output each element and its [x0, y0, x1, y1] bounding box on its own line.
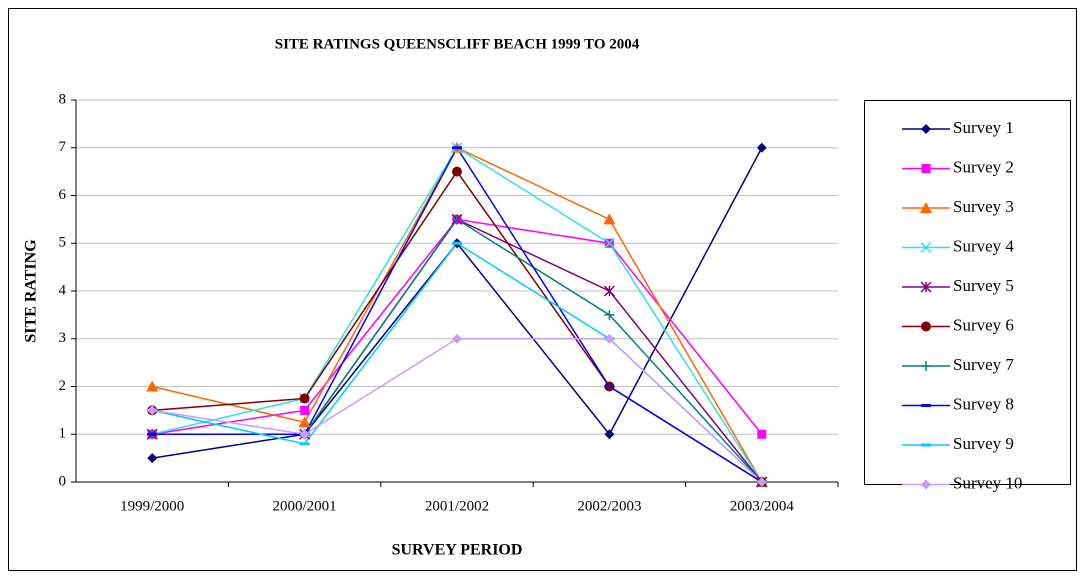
marker	[921, 321, 931, 332]
marker	[603, 285, 615, 297]
marker-part	[921, 404, 931, 407]
marker	[299, 393, 310, 404]
marker-part	[920, 241, 932, 254]
marker	[300, 405, 310, 415]
marker	[146, 380, 159, 392]
y-tick-label: 5	[59, 235, 67, 251]
y-tick-label: 8	[59, 91, 67, 107]
marker	[147, 405, 158, 416]
marker	[452, 146, 462, 150]
marker	[921, 124, 931, 134]
y-tick-label: 0	[59, 473, 67, 489]
y-tick-label: 1	[59, 426, 67, 442]
marker	[921, 164, 931, 173]
marker-part	[452, 241, 462, 245]
marker-part	[452, 333, 462, 344]
marker	[921, 479, 931, 490]
legend-label: Survey 5	[953, 276, 1014, 295]
marker	[921, 404, 931, 407]
marker	[147, 432, 158, 436]
marker-part	[452, 166, 462, 177]
marker-part	[452, 146, 462, 150]
marker	[921, 443, 931, 447]
marker-part	[299, 442, 310, 446]
marker-part	[921, 124, 931, 134]
marker-part	[603, 213, 616, 225]
legend-box	[864, 100, 1071, 485]
legend-label: Survey 7	[953, 355, 1014, 374]
marker-part	[146, 380, 159, 392]
marker-part	[604, 429, 615, 440]
legend-label: Survey 10	[953, 473, 1022, 492]
marker	[604, 385, 615, 388]
marker	[147, 453, 158, 464]
marker-part	[299, 393, 310, 404]
x-tick-label: 2000/2001	[273, 498, 337, 514]
marker-part	[300, 405, 310, 415]
marker	[604, 429, 615, 440]
x-tick-label: 2003/2004	[730, 498, 795, 514]
marker	[920, 281, 932, 293]
marker	[920, 202, 932, 213]
x-axis-title: SURVEY PERIOD	[392, 542, 523, 559]
chart-title: SITE RATINGS QUEENSCLIFF BEACH 1999 TO 2…	[275, 36, 640, 52]
legend-label: Survey 9	[953, 434, 1014, 453]
marker-part	[147, 432, 158, 436]
marker	[756, 477, 767, 487]
marker	[298, 416, 311, 428]
x-tick-label: 1999/2000	[120, 498, 184, 514]
y-axis-title: SITE RATING	[23, 239, 40, 343]
marker-part	[921, 321, 931, 332]
marker	[299, 429, 310, 440]
marker	[757, 429, 767, 439]
legend-label: Survey 3	[953, 197, 1014, 216]
marker	[452, 166, 462, 177]
marker-part	[756, 142, 767, 153]
marker-part	[603, 237, 615, 249]
marker-part	[147, 405, 158, 416]
marker-part	[298, 416, 311, 428]
marker	[452, 214, 462, 225]
y-tick-label: 6	[59, 187, 67, 203]
legend-label: Survey 6	[953, 315, 1014, 334]
marker-part	[147, 453, 158, 464]
marker	[603, 213, 616, 225]
marker-part	[757, 429, 767, 439]
marker-part	[921, 443, 931, 447]
marker-part	[604, 385, 615, 388]
marker-part	[921, 479, 931, 490]
marker-part	[920, 202, 932, 213]
marker	[920, 241, 932, 254]
legend-label: Survey 4	[953, 236, 1014, 255]
legend-label: Survey 2	[953, 157, 1014, 176]
marker-part	[604, 333, 615, 344]
marker-part	[299, 429, 310, 440]
y-tick-label: 2	[59, 378, 67, 394]
y-tick-label: 7	[59, 139, 67, 155]
marker	[604, 309, 615, 320]
marker	[921, 361, 931, 371]
y-tick-label: 4	[59, 282, 67, 298]
marker	[299, 442, 310, 446]
x-tick-label: 2002/2003	[577, 498, 641, 514]
marker	[452, 333, 462, 344]
marker	[452, 241, 462, 245]
y-tick-label: 3	[59, 330, 67, 346]
marker	[604, 333, 615, 344]
legend-label: Survey 1	[953, 118, 1014, 137]
x-tick-label: 2001/2002	[425, 498, 489, 514]
marker-part	[756, 477, 767, 487]
marker	[756, 142, 767, 153]
legend-label: Survey 8	[953, 394, 1014, 413]
marker	[603, 237, 615, 249]
marker-part	[921, 164, 931, 173]
